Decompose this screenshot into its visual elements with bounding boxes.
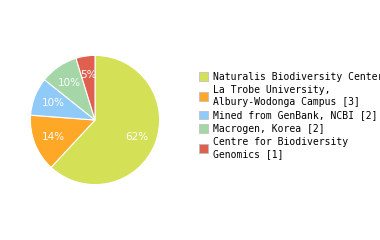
Wedge shape <box>76 55 95 120</box>
Wedge shape <box>30 115 95 167</box>
Wedge shape <box>51 55 160 185</box>
Text: 10%: 10% <box>41 98 64 108</box>
Wedge shape <box>44 58 95 120</box>
Text: 62%: 62% <box>125 132 149 142</box>
Text: 10%: 10% <box>58 78 81 88</box>
Text: 5%: 5% <box>80 70 97 80</box>
Wedge shape <box>30 80 95 120</box>
Legend: Naturalis Biodiversity Center [13], La Trobe University,
Albury-Wodonga Campus [: Naturalis Biodiversity Center [13], La T… <box>195 68 380 162</box>
Text: 14%: 14% <box>41 132 65 142</box>
